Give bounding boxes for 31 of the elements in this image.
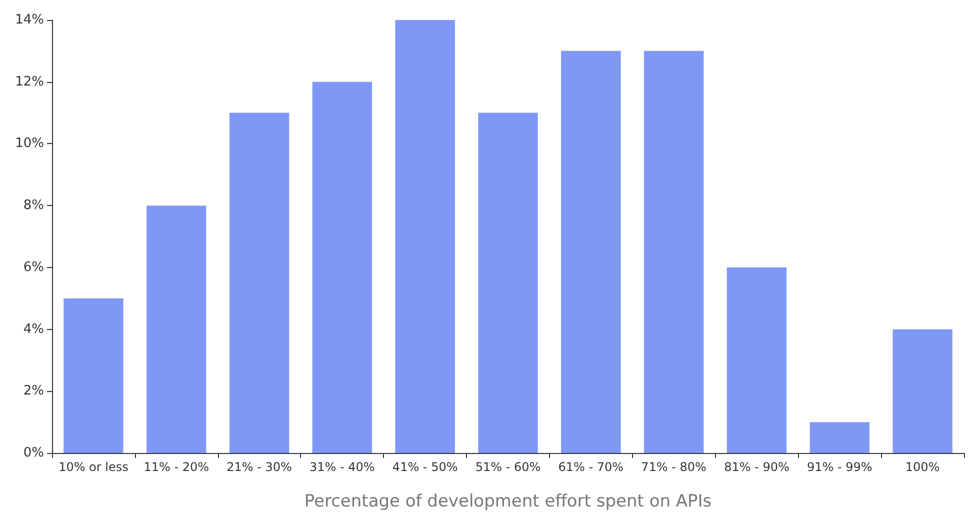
x-tick-label: 21% - 30% (226, 460, 292, 474)
x-tick-label: 31% - 40% (310, 460, 375, 474)
y-tick-label: 10% (15, 136, 44, 152)
bar (478, 112, 538, 453)
bar (810, 422, 870, 453)
bar (312, 82, 372, 453)
x-tick-label: 71% - 80% (641, 460, 706, 474)
bar (395, 20, 455, 453)
x-tick-label: 10% or less (58, 460, 128, 474)
bar (892, 329, 952, 453)
y-tick-label: 4% (23, 322, 44, 337)
x-tick-label: 51% - 60% (475, 460, 541, 474)
x-axis-title: Percentage of development effort spent on APIs (304, 492, 712, 512)
y-tick-label: 2% (23, 384, 44, 399)
bar (146, 206, 206, 453)
x-tick-label: 61% - 70% (558, 460, 624, 474)
x-tick-label: 100% (905, 460, 940, 474)
x-tick-label: 41% - 50% (392, 460, 458, 474)
y-tick-label: 14% (15, 12, 44, 28)
x-tick-label: 91% - 99% (806, 460, 872, 474)
x-tick-label: 11% - 20% (144, 460, 210, 474)
y-tick-label: 0% (23, 446, 44, 460)
bar (561, 50, 621, 453)
bar (726, 267, 787, 453)
bar (229, 112, 290, 453)
x-tick-label: 81% - 90% (724, 460, 790, 474)
bar (644, 50, 704, 453)
y-tick-label: 8% (23, 198, 44, 214)
bar (64, 298, 124, 453)
y-tick-label: 12% (15, 74, 44, 90)
y-tick-label: 6% (23, 260, 44, 275)
